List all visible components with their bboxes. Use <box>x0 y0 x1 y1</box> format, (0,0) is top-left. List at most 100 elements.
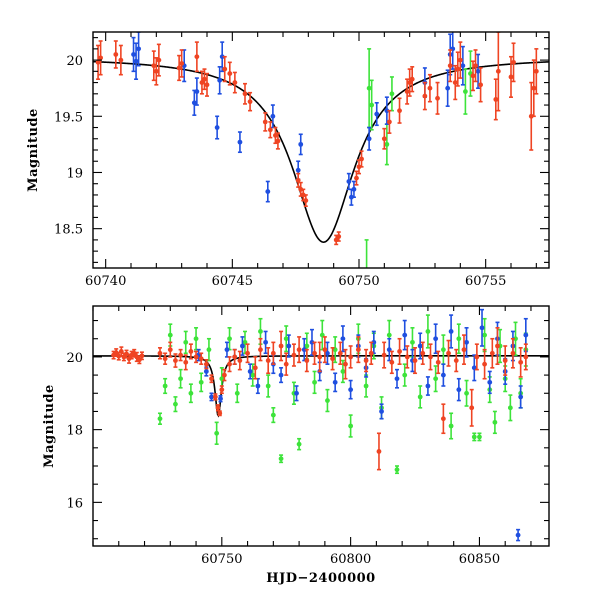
bottom-panel: 60750 60800 60850 16 18 20 Magnitude HJD−240000… <box>42 305 550 586</box>
data-point <box>404 345 410 369</box>
data-point <box>298 133 304 156</box>
marker <box>258 329 263 334</box>
data-point <box>198 372 204 393</box>
data-point <box>343 348 348 380</box>
data-point <box>317 341 323 373</box>
data-point <box>136 32 142 67</box>
data-point <box>237 350 243 371</box>
data-point <box>275 132 281 150</box>
marker <box>202 76 207 82</box>
data-point <box>232 71 238 94</box>
marker <box>278 343 284 349</box>
marker <box>397 108 402 114</box>
marker <box>265 383 271 389</box>
data-point <box>270 341 276 365</box>
data-point <box>417 385 423 409</box>
data-point <box>173 353 178 368</box>
marker <box>482 332 487 338</box>
data-point <box>234 383 240 404</box>
marker <box>113 350 119 355</box>
data-point <box>247 91 253 112</box>
marker <box>98 55 103 61</box>
data-point <box>402 363 408 387</box>
data-point <box>156 43 162 77</box>
data-point <box>461 334 467 365</box>
marker <box>478 82 483 88</box>
x-tick-label: 60755 <box>465 274 506 289</box>
marker <box>369 102 375 108</box>
data-point <box>445 69 451 107</box>
data-point <box>507 394 513 422</box>
marker <box>214 430 220 436</box>
data-point <box>270 407 276 424</box>
data-point <box>487 370 493 395</box>
marker <box>354 175 359 181</box>
marker <box>348 387 354 393</box>
data-point <box>374 102 380 127</box>
marker <box>204 82 210 88</box>
marker <box>283 361 289 367</box>
data-point <box>495 32 501 112</box>
marker <box>495 68 501 74</box>
marker <box>435 95 440 101</box>
data-point <box>221 368 227 382</box>
marker <box>242 91 248 97</box>
data-point <box>126 353 132 364</box>
marker <box>346 179 352 184</box>
marker <box>340 336 346 342</box>
marker <box>118 57 124 63</box>
marker <box>487 379 493 385</box>
marker <box>255 383 261 389</box>
x-tick-label: 60740 <box>85 274 126 289</box>
marker <box>518 359 524 365</box>
data-point <box>389 76 395 112</box>
data-point <box>204 72 210 97</box>
marker <box>206 347 212 353</box>
data-point <box>460 45 466 86</box>
marker <box>379 409 384 414</box>
data-point <box>471 432 477 442</box>
marker <box>267 127 273 133</box>
data-point <box>219 41 225 73</box>
marker <box>325 398 330 403</box>
data-point <box>381 341 387 369</box>
series-green <box>157 314 529 475</box>
marker <box>198 379 204 385</box>
data-point <box>389 350 395 375</box>
marker <box>263 339 269 345</box>
data-point <box>397 97 402 124</box>
data-point <box>492 410 498 435</box>
data-point <box>291 343 297 367</box>
marker <box>250 372 256 378</box>
data-point <box>118 44 124 76</box>
marker <box>222 66 228 72</box>
marker <box>381 136 387 142</box>
marker <box>178 352 183 358</box>
marker <box>474 354 480 360</box>
data-point <box>178 348 183 362</box>
marker <box>409 76 415 82</box>
marker <box>217 410 223 416</box>
marker <box>404 354 410 360</box>
plot-area <box>93 32 549 268</box>
marker <box>448 329 454 334</box>
marker <box>448 423 454 429</box>
data-point <box>435 350 441 375</box>
data-point <box>435 81 440 115</box>
marker <box>508 74 514 80</box>
marker <box>193 354 199 360</box>
data-point <box>384 123 390 166</box>
data-point <box>319 319 325 351</box>
data-point <box>523 343 529 371</box>
marker <box>376 449 382 454</box>
marker <box>456 336 462 342</box>
data-point <box>162 377 168 395</box>
marker <box>404 89 410 94</box>
marker <box>286 343 292 349</box>
marker <box>167 347 173 353</box>
data-point <box>255 377 261 395</box>
data-point <box>470 60 476 92</box>
marker <box>124 351 129 357</box>
data-point <box>209 392 214 402</box>
